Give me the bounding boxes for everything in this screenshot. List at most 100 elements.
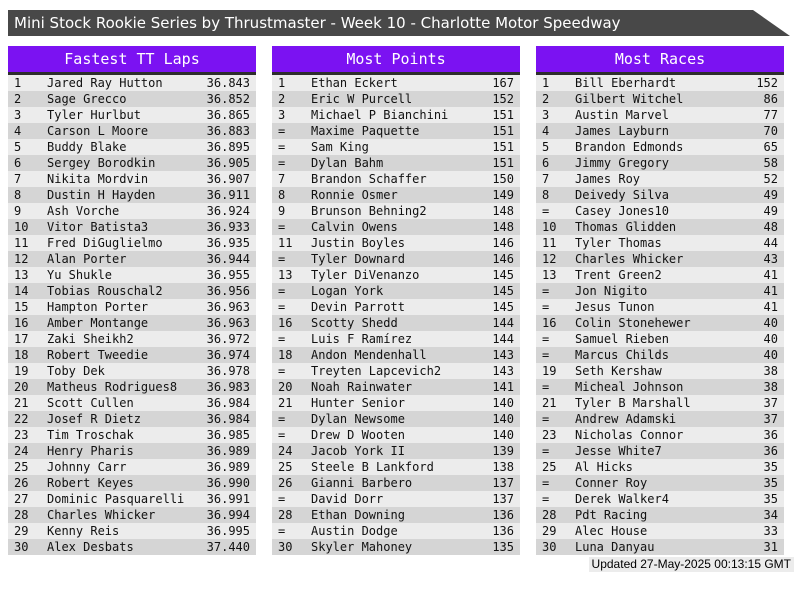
table-row: 6 Sergey Borodkin 36.905 — [8, 155, 256, 171]
driver-name-cell: Jesse White7 — [575, 444, 662, 458]
value-cell: 40 — [763, 348, 778, 362]
value-cell: 36.963 — [206, 300, 250, 314]
driver-name-cell: Ash Vorche — [47, 204, 120, 218]
value-cell: 143 — [492, 364, 514, 378]
driver-name-cell: Alan Porter — [47, 252, 127, 266]
driver-name-cell: Pdt Racing — [575, 508, 648, 522]
table-row: 18 Andon Mendenhall 143 — [272, 347, 520, 363]
table-row: 20 Matheus Rodrigues8 36.983 — [8, 379, 256, 395]
value-cell: 148 — [492, 204, 514, 218]
driver-name-cell: Steele B Lankford — [311, 460, 434, 474]
rank-cell: = — [278, 284, 286, 298]
rank-cell: 26 — [14, 476, 29, 490]
value-cell: 140 — [492, 412, 514, 426]
table-row: = Sam King 151 — [272, 139, 520, 155]
driver-name-cell: David Dorr — [311, 492, 384, 506]
rank-cell: 13 — [14, 268, 29, 282]
rank-cell: 25 — [542, 460, 557, 474]
driver-name-cell: Conner Roy — [575, 476, 648, 490]
rank-cell: = — [542, 412, 550, 426]
driver-name-cell: Bill Eberhardt — [575, 76, 677, 90]
value-cell: 145 — [492, 268, 514, 282]
driver-name-cell: James Layburn — [575, 124, 669, 138]
table-row: 10 Thomas Glidden 48 — [536, 219, 784, 235]
value-cell: 36.911 — [206, 188, 250, 202]
value-cell: 151 — [492, 140, 514, 154]
table-row: = David Dorr 137 — [272, 491, 520, 507]
value-cell: 36.852 — [206, 92, 250, 106]
value-cell: 136 — [492, 508, 514, 522]
table-row: 24 Henry Pharis 36.989 — [8, 443, 256, 459]
rank-cell: 9 — [14, 204, 22, 218]
table-row: 19 Toby Dek 36.978 — [8, 363, 256, 379]
driver-name-cell: Robert Keyes — [47, 476, 134, 490]
rank-cell: 15 — [14, 300, 29, 314]
driver-name-cell: Buddy Blake — [47, 140, 127, 154]
table-row: 21 Hunter Senior 140 — [272, 395, 520, 411]
driver-name-cell: Noah Rainwater — [311, 380, 413, 394]
rank-cell: 30 — [278, 540, 293, 554]
rank-cell: 3 — [278, 108, 286, 122]
value-cell: 151 — [492, 124, 514, 138]
driver-name-cell: James Roy — [575, 172, 641, 186]
value-cell: 145 — [492, 300, 514, 314]
table-row: 27 Dominic Pasquarelli 36.991 — [8, 491, 256, 507]
rank-cell: 18 — [14, 348, 29, 362]
value-cell: 36.985 — [206, 428, 250, 442]
driver-name-cell: Drew D Wooten — [311, 428, 405, 442]
value-cell: 146 — [492, 236, 514, 250]
rank-cell: 13 — [542, 268, 557, 282]
rank-cell: 11 — [278, 236, 293, 250]
table-row: 30 Skyler Mahoney 135 — [272, 539, 520, 555]
table-row: 1 Bill Eberhardt 152 — [536, 75, 784, 91]
rank-cell: = — [542, 444, 550, 458]
driver-name-cell: Treyten Lapcevich2 — [311, 364, 442, 378]
value-cell: 37.440 — [206, 540, 250, 554]
driver-name-cell: Michael P Bianchini — [311, 108, 449, 122]
rank-cell: 13 — [278, 268, 293, 282]
table-row: = Dylan Newsome 140 — [272, 411, 520, 427]
value-cell: 151 — [492, 108, 514, 122]
value-cell: 136 — [492, 524, 514, 538]
title-bar: Mini Stock Rookie Series by Thrustmaster… — [8, 10, 790, 36]
rank-cell: 22 — [14, 412, 29, 426]
table-row: = Devin Parrott 145 — [272, 299, 520, 315]
rank-cell: 25 — [14, 460, 29, 474]
rank-cell: = — [278, 332, 286, 346]
value-cell: 148 — [492, 220, 514, 234]
table-row: = Jesse White7 36 — [536, 443, 784, 459]
value-cell: 41 — [763, 284, 778, 298]
value-cell: 36.995 — [206, 524, 250, 538]
rank-cell: 28 — [14, 508, 29, 522]
value-cell: 41 — [763, 300, 778, 314]
table-row: 6 Jimmy Gregory 58 — [536, 155, 784, 171]
driver-name-cell: Dustin H Hayden — [47, 188, 156, 202]
driver-name-cell: Andrew Adamski — [575, 412, 677, 426]
table-row: 13 Tyler DiVenanzo 145 — [272, 267, 520, 283]
value-cell: 146 — [492, 252, 514, 266]
value-cell: 36 — [763, 444, 778, 458]
value-cell: 144 — [492, 316, 514, 330]
value-cell: 36.955 — [206, 268, 250, 282]
driver-name-cell: Amber Montange — [47, 316, 149, 330]
rank-cell: = — [278, 156, 286, 170]
value-cell: 36.972 — [206, 332, 250, 346]
rank-cell: 4 — [14, 124, 22, 138]
table-row: 28 Ethan Downing 136 — [272, 507, 520, 523]
value-cell: 144 — [492, 332, 514, 346]
rank-cell: 30 — [542, 540, 557, 554]
board-title: Fastest TT Laps — [8, 46, 256, 75]
table-row: 16 Scotty Shedd 144 — [272, 315, 520, 331]
rank-cell: 17 — [14, 332, 29, 346]
value-cell: 36.907 — [206, 172, 250, 186]
driver-name-cell: Robert Tweedie — [47, 348, 149, 362]
boards-container: Fastest TT Laps 1 Jared Ray Hutton 36.843 2 S… — [8, 46, 784, 555]
rank-cell: 27 — [14, 492, 29, 506]
driver-name-cell: Ethan Downing — [311, 508, 405, 522]
rank-cell: 23 — [542, 428, 557, 442]
table-row: 22 Josef R Dietz 36.984 — [8, 411, 256, 427]
table-row: = Marcus Childs 40 — [536, 347, 784, 363]
value-cell: 36.963 — [206, 316, 250, 330]
table-row: 15 Hampton Porter 36.963 — [8, 299, 256, 315]
table-row: 5 Brandon Edmonds 65 — [536, 139, 784, 155]
